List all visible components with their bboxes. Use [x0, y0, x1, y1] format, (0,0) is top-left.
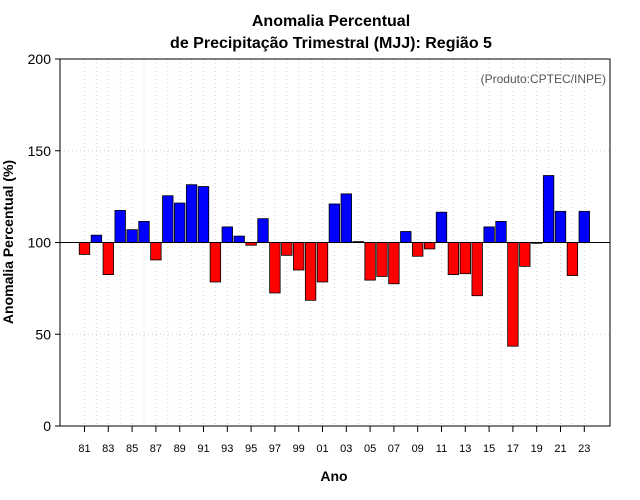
x-tick-label: 17	[507, 443, 519, 455]
chart-title-line2: de Precipitação Trimestral (MJJ): Região…	[170, 35, 492, 52]
bar-2002	[328, 203, 341, 243]
bar-2005	[364, 242, 376, 281]
x-tick-label: 87	[150, 443, 162, 455]
x-tick-label: 13	[459, 443, 471, 455]
y-tick-label: 50	[35, 326, 51, 342]
bar-2013	[459, 242, 471, 275]
x-tick-label: 95	[245, 443, 257, 455]
x-tick-label: 05	[364, 443, 376, 455]
bar-1994	[233, 235, 245, 243]
bar-2017	[507, 242, 519, 347]
bar-2015	[483, 226, 495, 243]
bar-2021	[554, 210, 567, 243]
bar-1982	[90, 234, 103, 243]
bar-1998	[281, 242, 293, 256]
x-axis-label: Ano	[320, 468, 347, 484]
x-tick-label: 83	[102, 443, 114, 455]
bar-2008	[400, 231, 412, 243]
chart-title-line1: Anomalia Percentual	[252, 13, 410, 30]
bar-1993	[221, 226, 233, 243]
y-axis-label: Anomalia Percentual (%)	[0, 160, 16, 324]
credit-text: (Produto:CPTEC/INPE)	[481, 72, 606, 86]
bar-2018	[519, 242, 531, 267]
x-tick-label: 09	[412, 443, 424, 455]
bar-1997	[269, 242, 281, 294]
x-tick-label: 89	[174, 443, 186, 455]
bar-2007	[388, 242, 400, 285]
x-axis: 81 83 85 87 89 91 93 95 97 99 01 03 05 07 09 11 13 15 17 19…	[78, 426, 590, 455]
bar-2014	[471, 242, 483, 297]
bar-2000	[304, 242, 317, 301]
x-tick-label: 85	[126, 443, 138, 455]
x-tick-label: 11	[436, 443, 447, 455]
x-tick-label: 97	[269, 443, 281, 455]
y-tick-label: 100	[28, 235, 52, 251]
bar-2011	[435, 211, 448, 243]
y-tick-label: 150	[28, 143, 52, 159]
bar-2010	[423, 242, 436, 250]
bar-1992	[209, 242, 222, 283]
bar-1981	[78, 242, 91, 255]
bar-1983	[102, 242, 114, 276]
x-tick-label: 81	[78, 443, 90, 455]
bar-2023	[578, 210, 590, 243]
x-tick-label: 07	[388, 443, 400, 455]
bar-1985	[126, 229, 138, 243]
bar-1988	[162, 195, 174, 243]
bar-2003	[340, 193, 352, 243]
bar-1986	[138, 220, 150, 243]
x-tick-label: 93	[221, 443, 233, 455]
x-tick-label: 99	[293, 443, 305, 455]
x-tick-label: 23	[578, 443, 590, 455]
bar-2016	[495, 220, 507, 243]
bar-1990	[185, 184, 198, 243]
x-tick-label: 03	[340, 443, 352, 455]
x-tick-label: 15	[483, 443, 495, 455]
x-tick-label: 19	[531, 443, 543, 455]
bar-1999	[293, 242, 305, 271]
bar-2009	[412, 242, 424, 257]
bars-group	[78, 175, 590, 347]
bar-1991	[197, 186, 210, 243]
bar-1989	[174, 202, 186, 243]
x-tick-label: 01	[316, 443, 328, 455]
x-tick-label: 21	[554, 443, 566, 455]
bar-2022	[566, 242, 579, 276]
y-axis: 0 50 100 150 200	[28, 51, 60, 434]
bar-2001	[316, 242, 329, 283]
bar-1987	[150, 242, 162, 261]
bar-2012	[447, 242, 460, 276]
bar-2020	[542, 175, 555, 243]
y-tick-label: 200	[28, 51, 52, 67]
bar-1996	[257, 218, 269, 243]
bar-2006	[376, 242, 388, 277]
x-tick-label: 91	[197, 443, 209, 455]
bar-1984	[114, 209, 126, 243]
y-tick-label: 0	[43, 418, 51, 434]
